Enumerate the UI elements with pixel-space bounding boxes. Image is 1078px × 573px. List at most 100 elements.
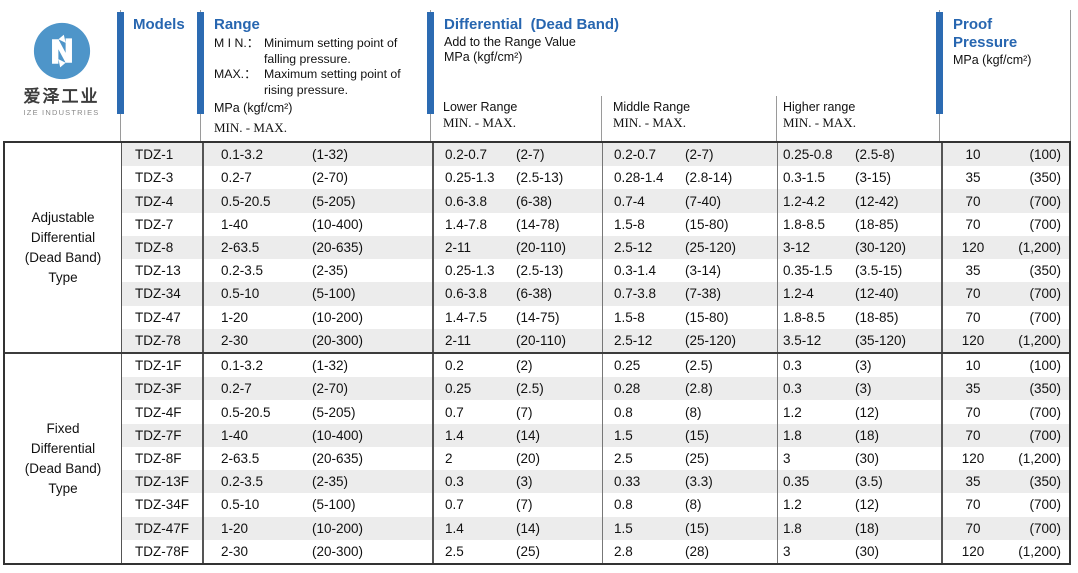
kgf-value: (3.5-15) [855, 263, 903, 279]
higher-cell: 1.8 (18) [777, 423, 941, 447]
mpa-value: 35 [965, 381, 981, 397]
group-adjustable-differential: Adjustable Differential (Dead Band) Type… [5, 143, 1069, 352]
proof-cell: 70 (700) [941, 212, 1069, 236]
higher-cell: 0.35-1.5 (3.5-15) [777, 259, 941, 283]
mpa-value: 0.6-3.8 [445, 286, 488, 302]
mpa-value: 70 [965, 193, 981, 209]
range-cell: 2-63.5 (20-635) [202, 446, 432, 471]
lower-cell: 1.4 (14) [432, 516, 602, 540]
kgf-value: (8) [685, 497, 702, 513]
range-cell: 2-63.5 (20-635) [202, 235, 432, 260]
group-label: Fixed Differential (Dead Band) Type [5, 354, 122, 563]
kgf-value: (15-80) [685, 309, 729, 325]
mpa-value: 0.25 [614, 358, 641, 374]
kgf-value: (12-42) [855, 193, 899, 209]
mpa-value: 1-20 [221, 309, 249, 325]
mpa-value: 0.35 [783, 474, 810, 490]
note-text: Minimum setting point of falling pressur… [264, 36, 398, 66]
mpa-value: 0.3 [783, 381, 802, 397]
subcolumn-middle-range: Middle Range MIN. - MAX. [601, 96, 776, 141]
model-cell: TDZ-7F [135, 427, 182, 443]
ize-circular-arrows-logo [33, 22, 90, 80]
kgf-value: (30) [855, 450, 880, 466]
kgf-value: (10-200) [312, 520, 364, 536]
lower-cell: 2-11 (20-110) [432, 328, 602, 352]
mpa-value: 0.7-3.8 [614, 286, 657, 302]
mpa-value: 70 [965, 309, 981, 325]
mpa-value: 1-40 [221, 427, 249, 443]
lower-cell: 0.6-3.8 (6-38) [432, 189, 602, 213]
higher-cell: 1.2-4 (12-40) [777, 282, 941, 306]
table-header: 爱泽工业 IZE INDUSTRIES Models Range M I N.：… [3, 10, 1071, 141]
mpa-value: 1.4 [445, 520, 464, 536]
proof-cell: 35 (350) [941, 259, 1069, 283]
kgf-value: (350) [1029, 263, 1061, 279]
mpa-value: 0.3-1.5 [783, 170, 826, 186]
mpa-value: 70 [965, 216, 981, 232]
mpa-value: 10 [965, 358, 981, 374]
mpa-value: 1.8-8.5 [783, 309, 826, 325]
lower-cell: 1.4-7.8 (14-78) [432, 212, 602, 236]
mpa-value: 0.7-4 [614, 193, 645, 209]
note-term: M I N.： [214, 36, 260, 50]
middle-cell: 1.5 (15) [602, 516, 777, 540]
mpa-value: 0.3 [445, 474, 464, 490]
lower-cell: 0.6-3.8 (6-38) [432, 282, 602, 306]
table-row: TDZ-8F 2-63.5 (20-635) 2 (20) 2.5 (25) 3 (30) 120… [122, 446, 1069, 471]
mpa-value: 1.4-7.5 [445, 309, 488, 325]
subcolumn-label: Higher range [783, 100, 856, 114]
kgf-value: (15) [685, 520, 710, 536]
range-cell: 1-20 (10-200) [202, 305, 432, 329]
model-cell: TDZ-34 [135, 286, 181, 302]
proof-cell: 10 (100) [941, 143, 1069, 167]
mpa-value: 0.5-10 [221, 286, 260, 302]
kgf-value: (14) [516, 427, 541, 443]
kgf-value: (14) [516, 520, 541, 536]
blue-accent-bar [936, 12, 943, 114]
mpa-value: 3.5-12 [783, 332, 822, 348]
kgf-value: (12) [855, 404, 880, 420]
higher-cell: 0.35 (3.5) [777, 470, 941, 494]
mpa-value: 0.5-10 [221, 497, 260, 513]
range-notes: M I N.： Minimum setting point of falling… [214, 36, 432, 98]
mpa-value: 0.5-20.5 [221, 404, 271, 420]
mpa-value: 0.2-7 [221, 170, 252, 186]
kgf-value: (1-32) [312, 147, 349, 163]
kgf-value: (2-7) [685, 147, 714, 163]
kgf-value: (18-85) [855, 216, 899, 232]
kgf-value: (3) [516, 474, 533, 490]
group-fixed-differential: Fixed Differential (Dead Band) Type TDZ-… [5, 352, 1069, 563]
range-cell: 0.2-7 (2-70) [202, 377, 432, 401]
higher-cell: 1.8 (18) [777, 516, 941, 540]
higher-cell: 0.3 (3) [777, 354, 941, 378]
kgf-value: (100) [1029, 147, 1061, 163]
higher-cell: 3-12 (30-120) [777, 235, 941, 260]
kgf-value: (100) [1029, 358, 1061, 374]
kgf-value: (2-35) [312, 263, 349, 279]
mpa-value: 3 [783, 543, 791, 559]
table-row: TDZ-47F 1-20 (10-200) 1.4 (14) 1.5 (15) 1.8 (18)… [122, 516, 1069, 540]
kgf-value: (350) [1029, 381, 1061, 397]
mpa-value: 70 [965, 497, 981, 513]
mpa-value: 0.2-0.7 [614, 147, 657, 163]
group-label: Adjustable Differential (Dead Band) Type [5, 143, 122, 352]
kgf-value: (2) [516, 358, 533, 374]
higher-cell: 3 (30) [777, 446, 941, 471]
table-row: TDZ-8 2-63.5 (20-635) 2-11 (20-110) 2.5-12 (25… [122, 235, 1069, 260]
mpa-value: 1.8-8.5 [783, 216, 826, 232]
subcolumn-higher-range: Higher range MIN. - MAX. [776, 96, 939, 141]
mpa-value: 1-40 [221, 216, 249, 232]
kgf-value: (1-32) [312, 358, 349, 374]
range-title: Range [214, 16, 260, 33]
mpa-value: 2-30 [221, 543, 249, 559]
model-cell: TDZ-47 [135, 309, 181, 325]
middle-cell: 0.7-3.8 (7-38) [602, 282, 777, 306]
kgf-value: (18) [855, 520, 880, 536]
mpa-value: 0.25 [445, 381, 472, 397]
model-cell: TDZ-13F [135, 474, 189, 490]
kgf-value: (2.5-13) [516, 170, 564, 186]
mpa-value: 1.4-7.8 [445, 216, 488, 232]
mpa-value: 0.25-1.3 [445, 263, 495, 279]
mpa-value: 2-11 [445, 332, 472, 348]
mpa-value: 2.5-12 [614, 332, 653, 348]
